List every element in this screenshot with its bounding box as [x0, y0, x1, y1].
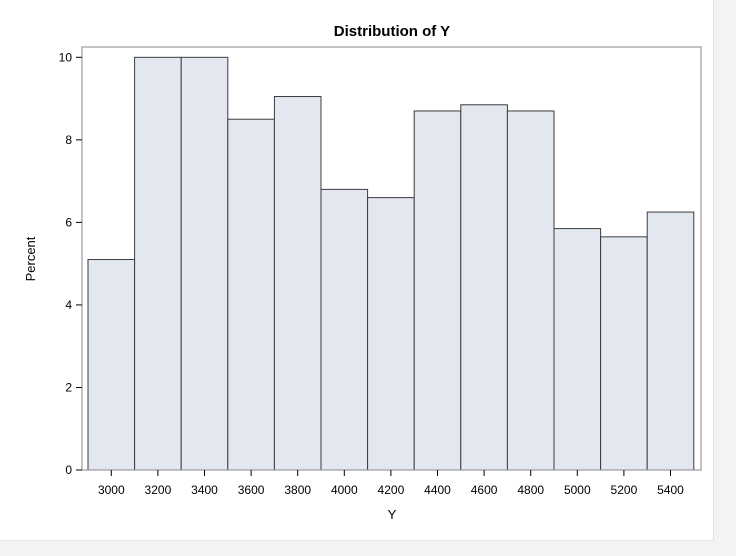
histogram-chart: Distribution of Y 0 2 4 6 8 10 3000 3200 3400 36… — [23, 23, 702, 522]
x-tick-label: 4200 — [378, 483, 405, 497]
histogram-bar-4000 — [320, 188, 369, 471]
x-tick-label: 3400 — [191, 483, 218, 497]
histogram-bar-4800 — [506, 110, 555, 471]
histogram-bar-4600 — [460, 104, 508, 471]
x-tick-label: 3800 — [284, 483, 311, 497]
histogram-bar-5200 — [600, 236, 648, 471]
x-tick-label: 3200 — [145, 483, 172, 497]
plot-frame — [81, 46, 702, 471]
x-axis-label: Y — [388, 507, 397, 522]
y-axis: 0 2 4 6 8 10 — [59, 50, 82, 477]
x-tick-label: 3600 — [238, 483, 265, 497]
x-tick-label: 4000 — [331, 483, 358, 497]
x-axis: 3000 3200 3400 3600 3800 4000 4200 4400 4600 4800… — [98, 470, 684, 497]
histogram-bar-3000 — [87, 259, 136, 471]
x-tick-label: 5200 — [611, 483, 638, 497]
y-tick-label: 8 — [65, 133, 72, 147]
histogram-bar-3600 — [227, 118, 275, 471]
x-tick-label: 4600 — [471, 483, 498, 497]
x-tick-label: 4400 — [424, 483, 451, 497]
y-tick-label: 0 — [65, 463, 72, 477]
histogram-bar-3800 — [273, 96, 322, 471]
histogram-bar-3200 — [134, 56, 182, 471]
y-tick-label: 4 — [65, 298, 72, 312]
histogram-bar-4400 — [413, 110, 462, 471]
chart-panel: Distribution of Y 0 2 4 6 8 10 3000 3200 3400 36… — [0, 0, 714, 541]
x-tick-label: 3000 — [98, 483, 125, 497]
y-axis-label: Percent — [23, 236, 38, 281]
histogram-bar-5400 — [646, 211, 695, 471]
x-tick-label: 5000 — [564, 483, 591, 497]
histogram-bar-5000 — [553, 228, 602, 471]
x-tick-label: 5400 — [657, 483, 684, 497]
y-tick-label: 6 — [65, 215, 72, 229]
x-tick-label: 4800 — [517, 483, 544, 497]
chart-title: Distribution of Y — [334, 23, 450, 40]
histogram-bar-3400 — [180, 56, 229, 471]
y-tick-label: 2 — [65, 380, 72, 394]
histogram-bar-4200 — [367, 197, 415, 471]
y-tick-label: 10 — [59, 50, 73, 64]
bars-group — [87, 56, 695, 471]
